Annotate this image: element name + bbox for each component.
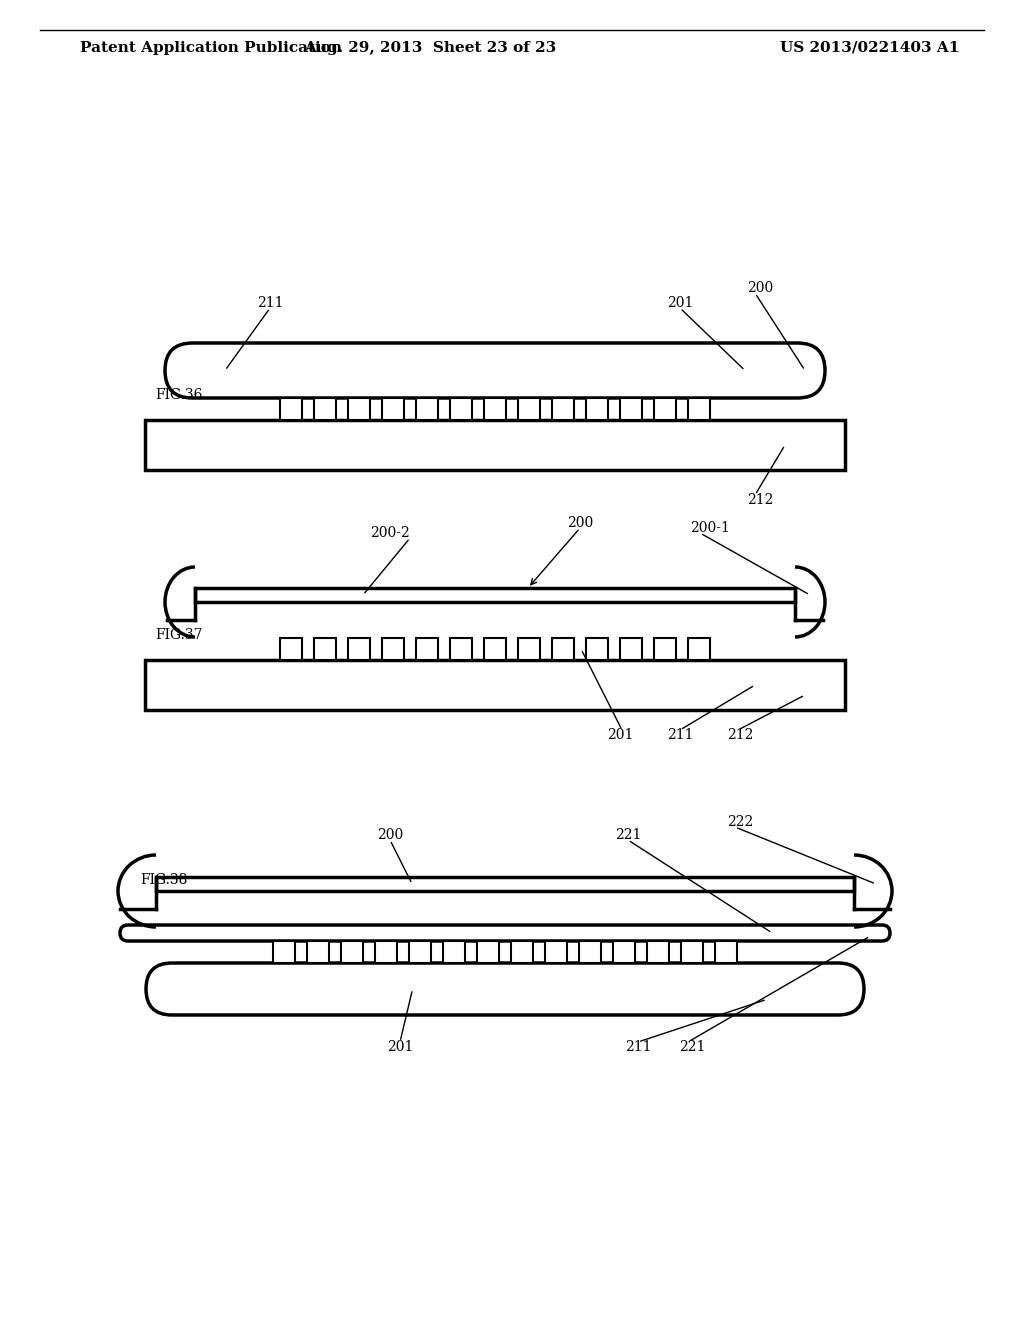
Bar [518,399,540,420]
Bar [280,638,302,660]
Bar [195,587,795,602]
Bar [620,399,642,420]
Text: Aug. 29, 2013  Sheet 23 of 23: Aug. 29, 2013 Sheet 23 of 23 [304,41,556,54]
Bar [443,941,465,964]
Text: 201: 201 [387,1040,414,1053]
Text: US 2013/0221403 A1: US 2013/0221403 A1 [780,41,959,54]
Bar [579,941,601,964]
Text: 201: 201 [607,729,633,742]
Bar [314,638,336,660]
Bar [273,941,295,964]
Bar [450,399,472,420]
Text: 201: 201 [667,296,693,310]
Bar [654,399,676,420]
Bar [613,941,635,964]
Bar [382,638,404,660]
Bar [307,941,329,964]
Text: 200-2: 200-2 [370,525,410,540]
Text: 200: 200 [746,281,773,294]
Bar [688,399,710,420]
FancyBboxPatch shape [146,964,864,1015]
Bar [552,638,574,660]
Bar [654,638,676,660]
Text: 200-1: 200-1 [690,521,730,535]
Bar [511,941,534,964]
Bar [715,941,737,964]
FancyBboxPatch shape [120,925,890,941]
Bar [341,941,362,964]
Bar [145,660,845,710]
Bar [416,399,438,420]
FancyBboxPatch shape [165,343,825,399]
Text: FIG.37: FIG.37 [155,628,203,642]
Text: 221: 221 [679,1040,706,1053]
Bar [620,638,642,660]
Bar [681,941,703,964]
Bar [375,941,397,964]
Text: FIG.38: FIG.38 [140,873,187,887]
Bar [552,399,574,420]
Bar [145,420,845,470]
Text: 211: 211 [667,729,693,742]
Text: 222: 222 [727,814,753,829]
Bar [545,941,567,964]
Bar [156,876,854,891]
Text: 212: 212 [746,492,773,507]
Text: 211: 211 [257,296,284,310]
Bar [382,399,404,420]
Bar [348,399,370,420]
Bar [518,638,540,660]
Bar [477,941,499,964]
Bar [586,638,608,660]
Bar [416,638,438,660]
Bar [688,638,710,660]
Bar [647,941,669,964]
Bar [484,638,506,660]
Text: 211: 211 [625,1040,651,1053]
Bar [314,399,336,420]
Bar [450,638,472,660]
Text: 200: 200 [567,516,593,531]
Bar [484,399,506,420]
Text: 200: 200 [377,828,403,842]
Text: Patent Application Publication: Patent Application Publication [80,41,342,54]
Text: 212: 212 [727,729,754,742]
Bar [409,941,431,964]
Bar [348,638,370,660]
Text: 221: 221 [614,828,641,842]
Text: FIG.36: FIG.36 [155,388,203,403]
Bar [280,399,302,420]
Bar [586,399,608,420]
